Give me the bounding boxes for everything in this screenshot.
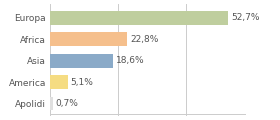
Text: 5,1%: 5,1% bbox=[70, 78, 93, 87]
Text: 0,7%: 0,7% bbox=[55, 99, 78, 108]
Text: 18,6%: 18,6% bbox=[116, 56, 144, 65]
Text: 22,8%: 22,8% bbox=[130, 35, 158, 44]
Bar bbox=[50, 32, 127, 46]
Bar bbox=[50, 75, 68, 89]
Bar bbox=[50, 11, 228, 25]
Text: 52,7%: 52,7% bbox=[231, 13, 260, 22]
Bar bbox=[50, 54, 113, 68]
Bar bbox=[50, 96, 53, 111]
